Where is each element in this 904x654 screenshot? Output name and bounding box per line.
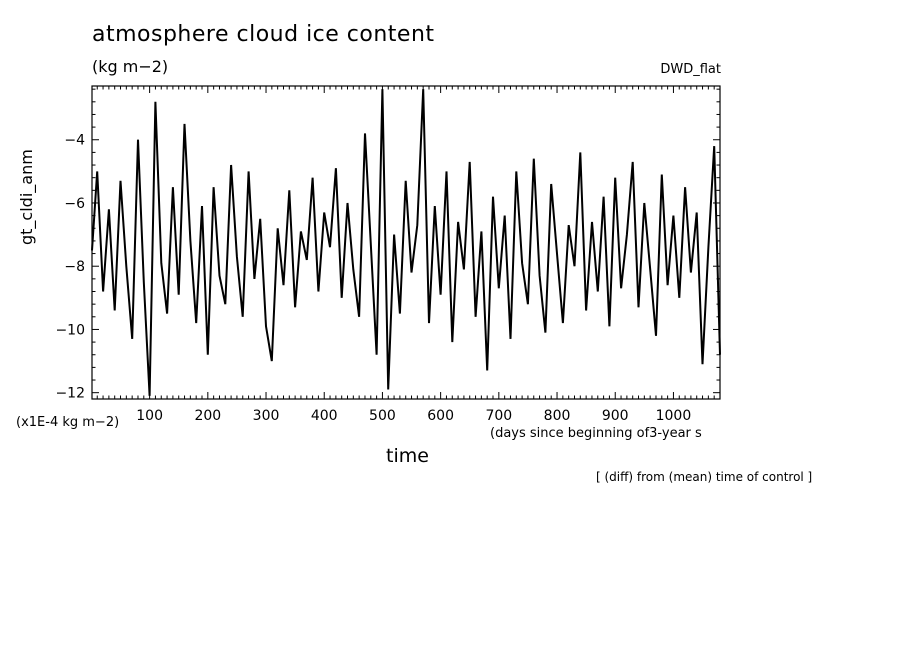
footnote: [ (diff) from (mean) time of control ] (596, 470, 813, 484)
series-line (91, 89, 721, 396)
y-tick-label: −10 (55, 322, 85, 338)
x-tick-label: 800 (544, 408, 571, 424)
x-tick-label: 600 (427, 408, 454, 424)
chart-units-label: (kg m−2) (92, 57, 169, 76)
x-tick-label: 900 (602, 408, 629, 424)
y-tick-label: −12 (55, 386, 85, 402)
x-tick-label: 1000 (656, 408, 692, 424)
y-tick-label: −6 (64, 196, 85, 212)
y-tick-label: −8 (64, 259, 85, 275)
x-unit-note: (days since beginning of3-year s (490, 426, 702, 441)
x-tick-label: 100 (136, 408, 163, 424)
x-tick-label: 500 (369, 408, 396, 424)
x-axis-label: time (386, 445, 429, 467)
x-tick-label: 200 (194, 408, 221, 424)
x-tick-label: 400 (311, 408, 338, 424)
chart-title: atmosphere cloud ice content (92, 22, 435, 47)
y-tick-label: −4 (64, 133, 85, 149)
x-tick-label: 300 (253, 408, 280, 424)
y-scale-note: (x1E-4 kg m−2) (16, 415, 120, 430)
x-tick-label: 700 (485, 408, 512, 424)
experiment-label: DWD_flat (660, 62, 721, 77)
